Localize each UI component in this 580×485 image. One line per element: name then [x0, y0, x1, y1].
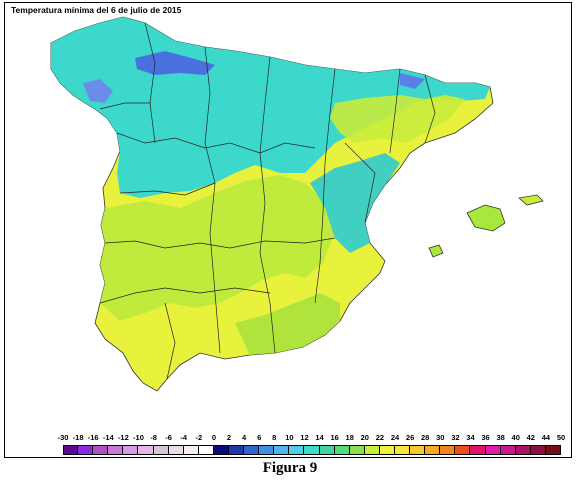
province-borders	[99, 22, 436, 380]
legend-tick-label: 24	[390, 433, 400, 442]
legend-swatch	[123, 445, 139, 455]
legend-swatch	[515, 445, 531, 455]
legend-tick-label: 50	[556, 433, 566, 442]
legend-swatch	[289, 445, 305, 455]
legend-swatch	[63, 445, 79, 455]
legend-swatch	[198, 445, 214, 455]
legend-tick-label: 34	[466, 433, 475, 442]
legend-swatch	[470, 445, 486, 455]
legend-tick-label: 32	[451, 433, 460, 442]
legend-tick-label: -30	[57, 433, 69, 442]
legend-tick-label: 42	[526, 433, 535, 442]
legend-swatch	[440, 445, 456, 455]
legend-tick-label: 4	[241, 433, 247, 442]
legend-tick-label: 22	[375, 433, 385, 442]
cyan-zone-east	[310, 153, 400, 253]
legend-tick-label: -6	[165, 433, 172, 442]
legend-swatch	[395, 445, 411, 455]
legend-swatch	[259, 445, 275, 455]
legend-swatch	[108, 445, 124, 455]
legend-swatch	[319, 445, 335, 455]
legend-tick-label: 18	[345, 433, 354, 442]
legend-tick-label: 2	[226, 433, 232, 442]
blue-zone-cantabrian	[135, 51, 215, 75]
legend-swatch	[153, 445, 169, 455]
legend-tick-label: -12	[117, 433, 129, 442]
legend-tick-label: 0	[211, 433, 216, 442]
green-zone-southeast	[235, 293, 340, 355]
legend-tick-label: 12	[300, 433, 309, 442]
island-ibiza	[428, 244, 444, 258]
legend-tick-label: 14	[315, 433, 324, 442]
legend-swatch	[213, 445, 229, 455]
legend-swatch	[168, 445, 184, 455]
legend-swatch	[78, 445, 94, 455]
legend-swatch	[485, 445, 501, 455]
map-title: Temperatura mínima del 6 de julio de 201…	[11, 5, 182, 15]
legend-tick-label: 38	[496, 433, 505, 442]
legend-tick-label: 6	[257, 433, 262, 442]
legend-tick-label: 36	[481, 433, 490, 442]
legend-swatch	[304, 445, 320, 455]
legend-swatch	[334, 445, 350, 455]
legend-tick-label: 44	[541, 433, 551, 442]
legend-swatch	[455, 445, 471, 455]
legend-tick-label: -4	[180, 433, 188, 442]
legend-tick-label: -2	[195, 433, 203, 442]
island-mallorca	[466, 204, 506, 232]
legend-swatch	[379, 445, 395, 455]
legend-border	[63, 445, 561, 455]
legend-tick-label: 40	[511, 433, 520, 442]
legend-swatch	[530, 445, 546, 455]
legend-tick-label: 10	[285, 433, 294, 442]
legend-swatch	[183, 445, 199, 455]
island-menorca	[518, 194, 544, 206]
legend-tick-label: 8	[272, 433, 277, 442]
green-zone-ebro	[330, 95, 465, 143]
legend-swatch	[425, 445, 441, 455]
legend-swatches: -30 -18 -16 -14 -12 -10 -8 -6 -4 -2 0 2 4 6 8 10 12 14 16 1…	[5, 433, 573, 459]
map-figure: Temperatura mínima del 6 de julio de 201…	[4, 2, 572, 458]
legend-swatch	[364, 445, 380, 455]
legend-swatch	[93, 445, 109, 455]
blue-zone-pyrenees	[400, 73, 425, 89]
legend-tick-label: -16	[87, 433, 99, 442]
legend-swatch	[244, 445, 260, 455]
legend-swatch	[274, 445, 290, 455]
legend-tick-label: 28	[421, 433, 430, 442]
legend-swatch	[349, 445, 365, 455]
legend-tick-label: 20	[360, 433, 369, 442]
legend-swatch	[410, 445, 426, 455]
legend-swatch	[138, 445, 154, 455]
figure-caption: Figura 9	[262, 460, 318, 476]
color-legend: -30 -18 -16 -14 -12 -10 -8 -6 -4 -2 0 2 4 6 8 10 12 14 16 1…	[5, 433, 573, 459]
green-zone-southwest	[100, 175, 335, 321]
legend-swatch	[229, 445, 245, 455]
blue-zone-galicia	[83, 79, 113, 103]
legend-tick-label: -14	[102, 433, 114, 442]
legend-tick-label: -8	[150, 433, 157, 442]
spain-temperature-map	[50, 16, 544, 392]
legend-tick-label: 30	[436, 433, 445, 442]
legend-tick-label: -10	[133, 433, 144, 442]
legend-tick-label: -18	[72, 433, 84, 442]
legend-swatch	[500, 445, 516, 455]
legend-tick-label: 16	[330, 433, 339, 442]
legend-tick-label: 26	[405, 433, 415, 442]
